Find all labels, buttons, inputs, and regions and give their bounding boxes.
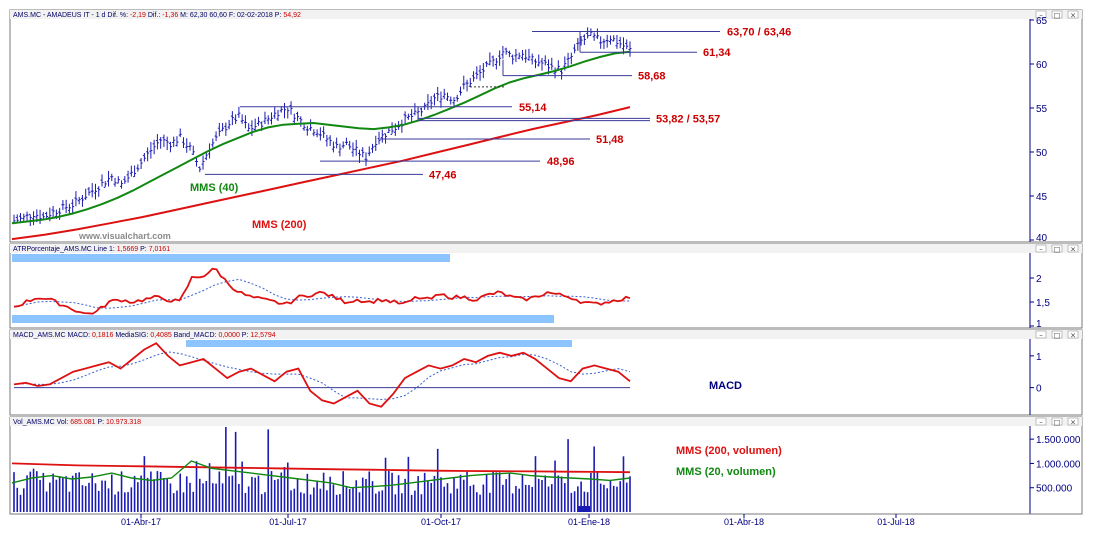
level-label: 63,70 / 63,46	[727, 26, 791, 38]
volume-y-tick: 500.000	[1036, 484, 1073, 495]
level-label: 61,34	[703, 47, 731, 59]
x-date-tick: 01-Jul-18	[877, 517, 915, 527]
mms200-label: MMS (200)	[252, 219, 307, 231]
mms200-line	[11, 106, 631, 241]
x-date-tick: 01-Abr-17	[121, 517, 161, 527]
minimize-icon: –	[1039, 419, 1043, 427]
minimize-icon: –	[1039, 12, 1043, 20]
level-label: 47,46	[429, 169, 457, 181]
price-y-tick: 40	[1036, 233, 1048, 244]
watermark: www.visualchart.com	[78, 231, 171, 241]
panel-header-bar-atr	[10, 244, 1082, 253]
macd-label: MACD	[709, 380, 742, 392]
atr-highlight-top	[12, 254, 450, 262]
macd-y-tick: 1	[1036, 352, 1042, 363]
price-y-tick: 50	[1036, 148, 1048, 159]
level-label: 55,14	[519, 102, 547, 114]
level-label: 53,82 / 53,57	[656, 113, 720, 125]
x-date-tick: 01-Jul-17	[269, 517, 307, 527]
atr-y-tick: 1,5	[1036, 298, 1050, 309]
minimize-icon: –	[1039, 332, 1043, 340]
level-label: 51,48	[596, 134, 624, 146]
close-button[interactable]	[1067, 244, 1079, 253]
macd-panel-header: MACD_AMS.MC MACD: 0,1816 MediaSIG: 0,408…	[13, 332, 276, 339]
volume-mms20-line	[11, 460, 631, 489]
close-button[interactable]	[1067, 417, 1079, 426]
panel-header-bar-macd	[10, 330, 1082, 339]
x-date-tick: 01-Ene-18	[568, 517, 610, 527]
mms40-line	[11, 50, 631, 225]
macd-highlight	[186, 340, 572, 347]
maximize-button[interactable]	[1051, 244, 1063, 253]
close-icon: ×	[1070, 12, 1076, 20]
price-bars	[12, 27, 632, 227]
maximize-icon: □	[1054, 332, 1061, 340]
price-y-tick: 65	[1036, 16, 1048, 27]
volume-y-tick: 1.000.000	[1036, 459, 1081, 470]
panel-header-bar-price	[10, 10, 1082, 19]
atr-y-tick: 2	[1036, 274, 1042, 285]
atr-y-tick: 1	[1036, 319, 1042, 330]
price-y-tick: 55	[1036, 104, 1048, 115]
maximize-button[interactable]	[1051, 10, 1063, 19]
maximize-icon: □	[1054, 12, 1061, 20]
price-y-tick: 45	[1036, 192, 1048, 203]
macd-line	[13, 342, 631, 408]
volume-mms20-label: MMS (20, volumen)	[676, 466, 776, 478]
close-icon: ×	[1070, 332, 1076, 340]
atr-highlight-bottom	[12, 315, 554, 323]
minimize-button[interactable]	[1035, 10, 1047, 19]
close-button[interactable]	[1067, 330, 1079, 339]
price-panel-header: AMS.MC - AMADEUS IT - 1 d Dif. %: -2,19 …	[13, 12, 301, 19]
atr-line	[13, 267, 631, 315]
panel-header-bar-volume	[10, 417, 1082, 426]
volume-bars	[13, 427, 631, 512]
minimize-icon: –	[1039, 246, 1043, 254]
minimize-button[interactable]	[1035, 330, 1047, 339]
level-label: 58,68	[638, 71, 666, 83]
maximize-icon: □	[1054, 419, 1061, 427]
volume-mms200-line	[11, 462, 631, 474]
volume-mms200-label: MMS (200, volumen)	[676, 445, 782, 457]
price-y-tick: 60	[1036, 60, 1048, 71]
minimize-button[interactable]	[1035, 244, 1047, 253]
atr-signal-line	[13, 278, 630, 309]
minimize-button[interactable]	[1035, 417, 1047, 426]
macd-y-tick: 0	[1036, 384, 1042, 395]
close-icon: ×	[1070, 246, 1076, 254]
x-date-tick: 01-Abr-18	[724, 517, 764, 527]
current-bar-marker	[578, 506, 590, 512]
level-label: 48,96	[547, 156, 575, 168]
volume-y-tick: 1.500.000	[1036, 435, 1081, 446]
close-button[interactable]	[1067, 10, 1079, 19]
maximize-button[interactable]	[1051, 330, 1063, 339]
maximize-button[interactable]	[1051, 417, 1063, 426]
atr-panel-header: ATRPorcentaje_AMS.MC Line 1: 1,5669 P: 7…	[13, 246, 170, 253]
volume-panel-header: Vol_AMS.MC Vol: 685.081 P: 10.973.318	[13, 419, 141, 426]
x-date-tick: 01-Oct-17	[421, 517, 461, 527]
close-icon: ×	[1070, 419, 1076, 427]
mms40-label: MMS (40)	[190, 182, 239, 194]
maximize-icon: □	[1054, 246, 1061, 254]
